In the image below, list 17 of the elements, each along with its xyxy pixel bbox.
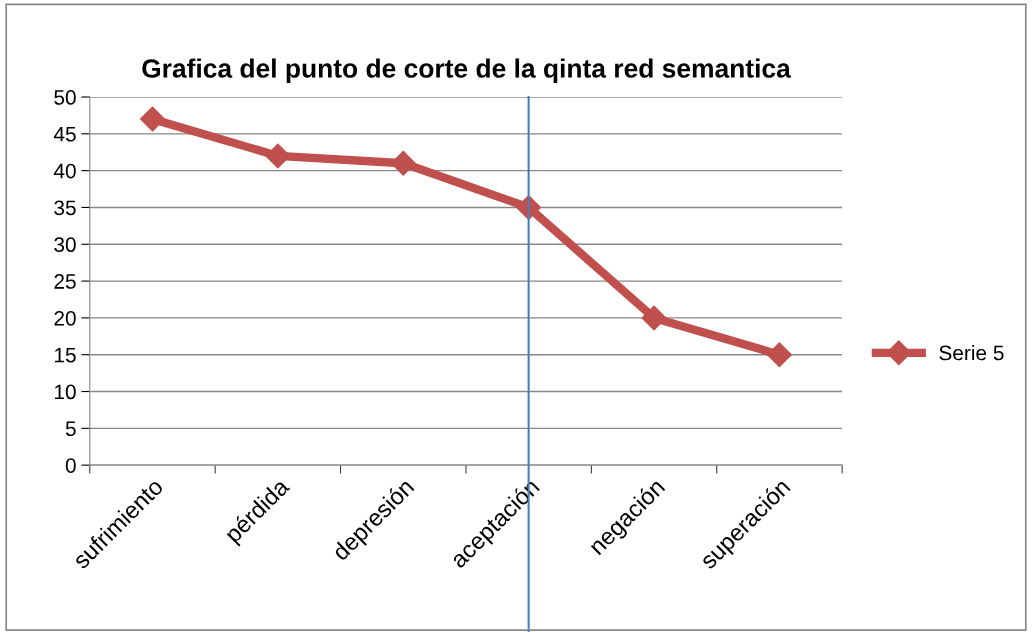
point: [766, 342, 792, 368]
point: [265, 143, 291, 169]
y-tick-label: 15: [55, 347, 76, 363]
y-tick-label: 45: [53, 127, 76, 142]
y-tick-label: 20: [54, 310, 76, 326]
y-tick-label: 25: [54, 274, 76, 289]
y-tick-label: 0: [65, 458, 76, 473]
point: [641, 305, 667, 331]
y-tick-label: 10: [55, 384, 76, 400]
legend-label: Serie 5: [939, 345, 1004, 361]
point: [139, 106, 165, 132]
y-tick-label: 50: [54, 90, 76, 105]
y-tick-label: 35: [54, 200, 76, 216]
chart-title: Grafica del punto de corte de la qinta red semantica: [142, 58, 791, 84]
y-tick-label: 40: [53, 163, 76, 179]
y-tick-label: 30: [54, 237, 76, 253]
y-tick-label: 5: [65, 421, 76, 437]
